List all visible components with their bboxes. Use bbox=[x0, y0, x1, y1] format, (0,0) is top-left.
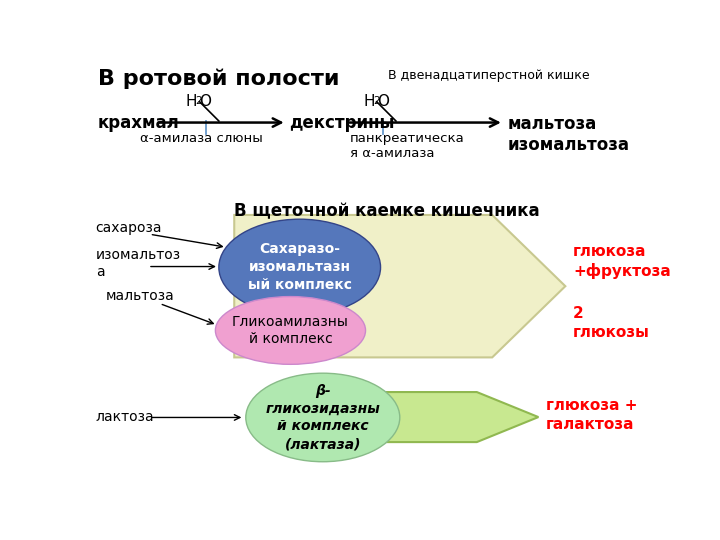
Text: декстрины: декстрины bbox=[289, 113, 395, 132]
Text: В двенадцатиперстной кишке: В двенадцатиперстной кишке bbox=[388, 69, 590, 82]
Text: β-
гликозидазны
й комплекс
(лактаза): β- гликозидазны й комплекс (лактаза) bbox=[266, 384, 380, 451]
Text: панкреатическа
я α-амилаза: панкреатическа я α-амилаза bbox=[350, 132, 464, 160]
Text: мальтоза: мальтоза bbox=[106, 289, 174, 303]
Text: 2: 2 bbox=[195, 96, 202, 106]
Ellipse shape bbox=[219, 219, 381, 315]
Text: 2
глюкозы: 2 глюкозы bbox=[573, 306, 650, 340]
Text: глюкоза +
галактоза: глюкоза + галактоза bbox=[546, 399, 638, 432]
Text: 2: 2 bbox=[373, 96, 379, 106]
Polygon shape bbox=[288, 392, 539, 442]
Text: сахароза: сахароза bbox=[96, 221, 162, 235]
Ellipse shape bbox=[246, 373, 400, 462]
Text: Гликоамилазны
й комплекс: Гликоамилазны й комплекс bbox=[232, 314, 349, 346]
Text: глюкоза
+фруктоза: глюкоза +фруктоза bbox=[573, 244, 671, 279]
Text: H: H bbox=[186, 94, 197, 109]
Ellipse shape bbox=[215, 296, 366, 365]
Text: В щеточной каемке кишечника: В щеточной каемке кишечника bbox=[234, 202, 540, 220]
Text: O: O bbox=[199, 94, 211, 109]
Text: мальтоза
изомальтоза: мальтоза изомальтоза bbox=[508, 115, 629, 154]
Text: α-амилаза слюны: α-амилаза слюны bbox=[140, 132, 262, 145]
Text: изомальтоз
а: изомальтоз а bbox=[96, 248, 181, 279]
Text: В ротовой полости: В ротовой полости bbox=[98, 69, 339, 89]
Polygon shape bbox=[234, 215, 565, 357]
Text: O: O bbox=[377, 94, 389, 109]
Text: лактоза: лактоза bbox=[96, 410, 154, 424]
Text: Сахаразо-
изомальтазн
ый комплекс: Сахаразо- изомальтазн ый комплекс bbox=[248, 242, 351, 292]
Text: H: H bbox=[364, 94, 375, 109]
Text: крахмал: крахмал bbox=[98, 113, 180, 132]
